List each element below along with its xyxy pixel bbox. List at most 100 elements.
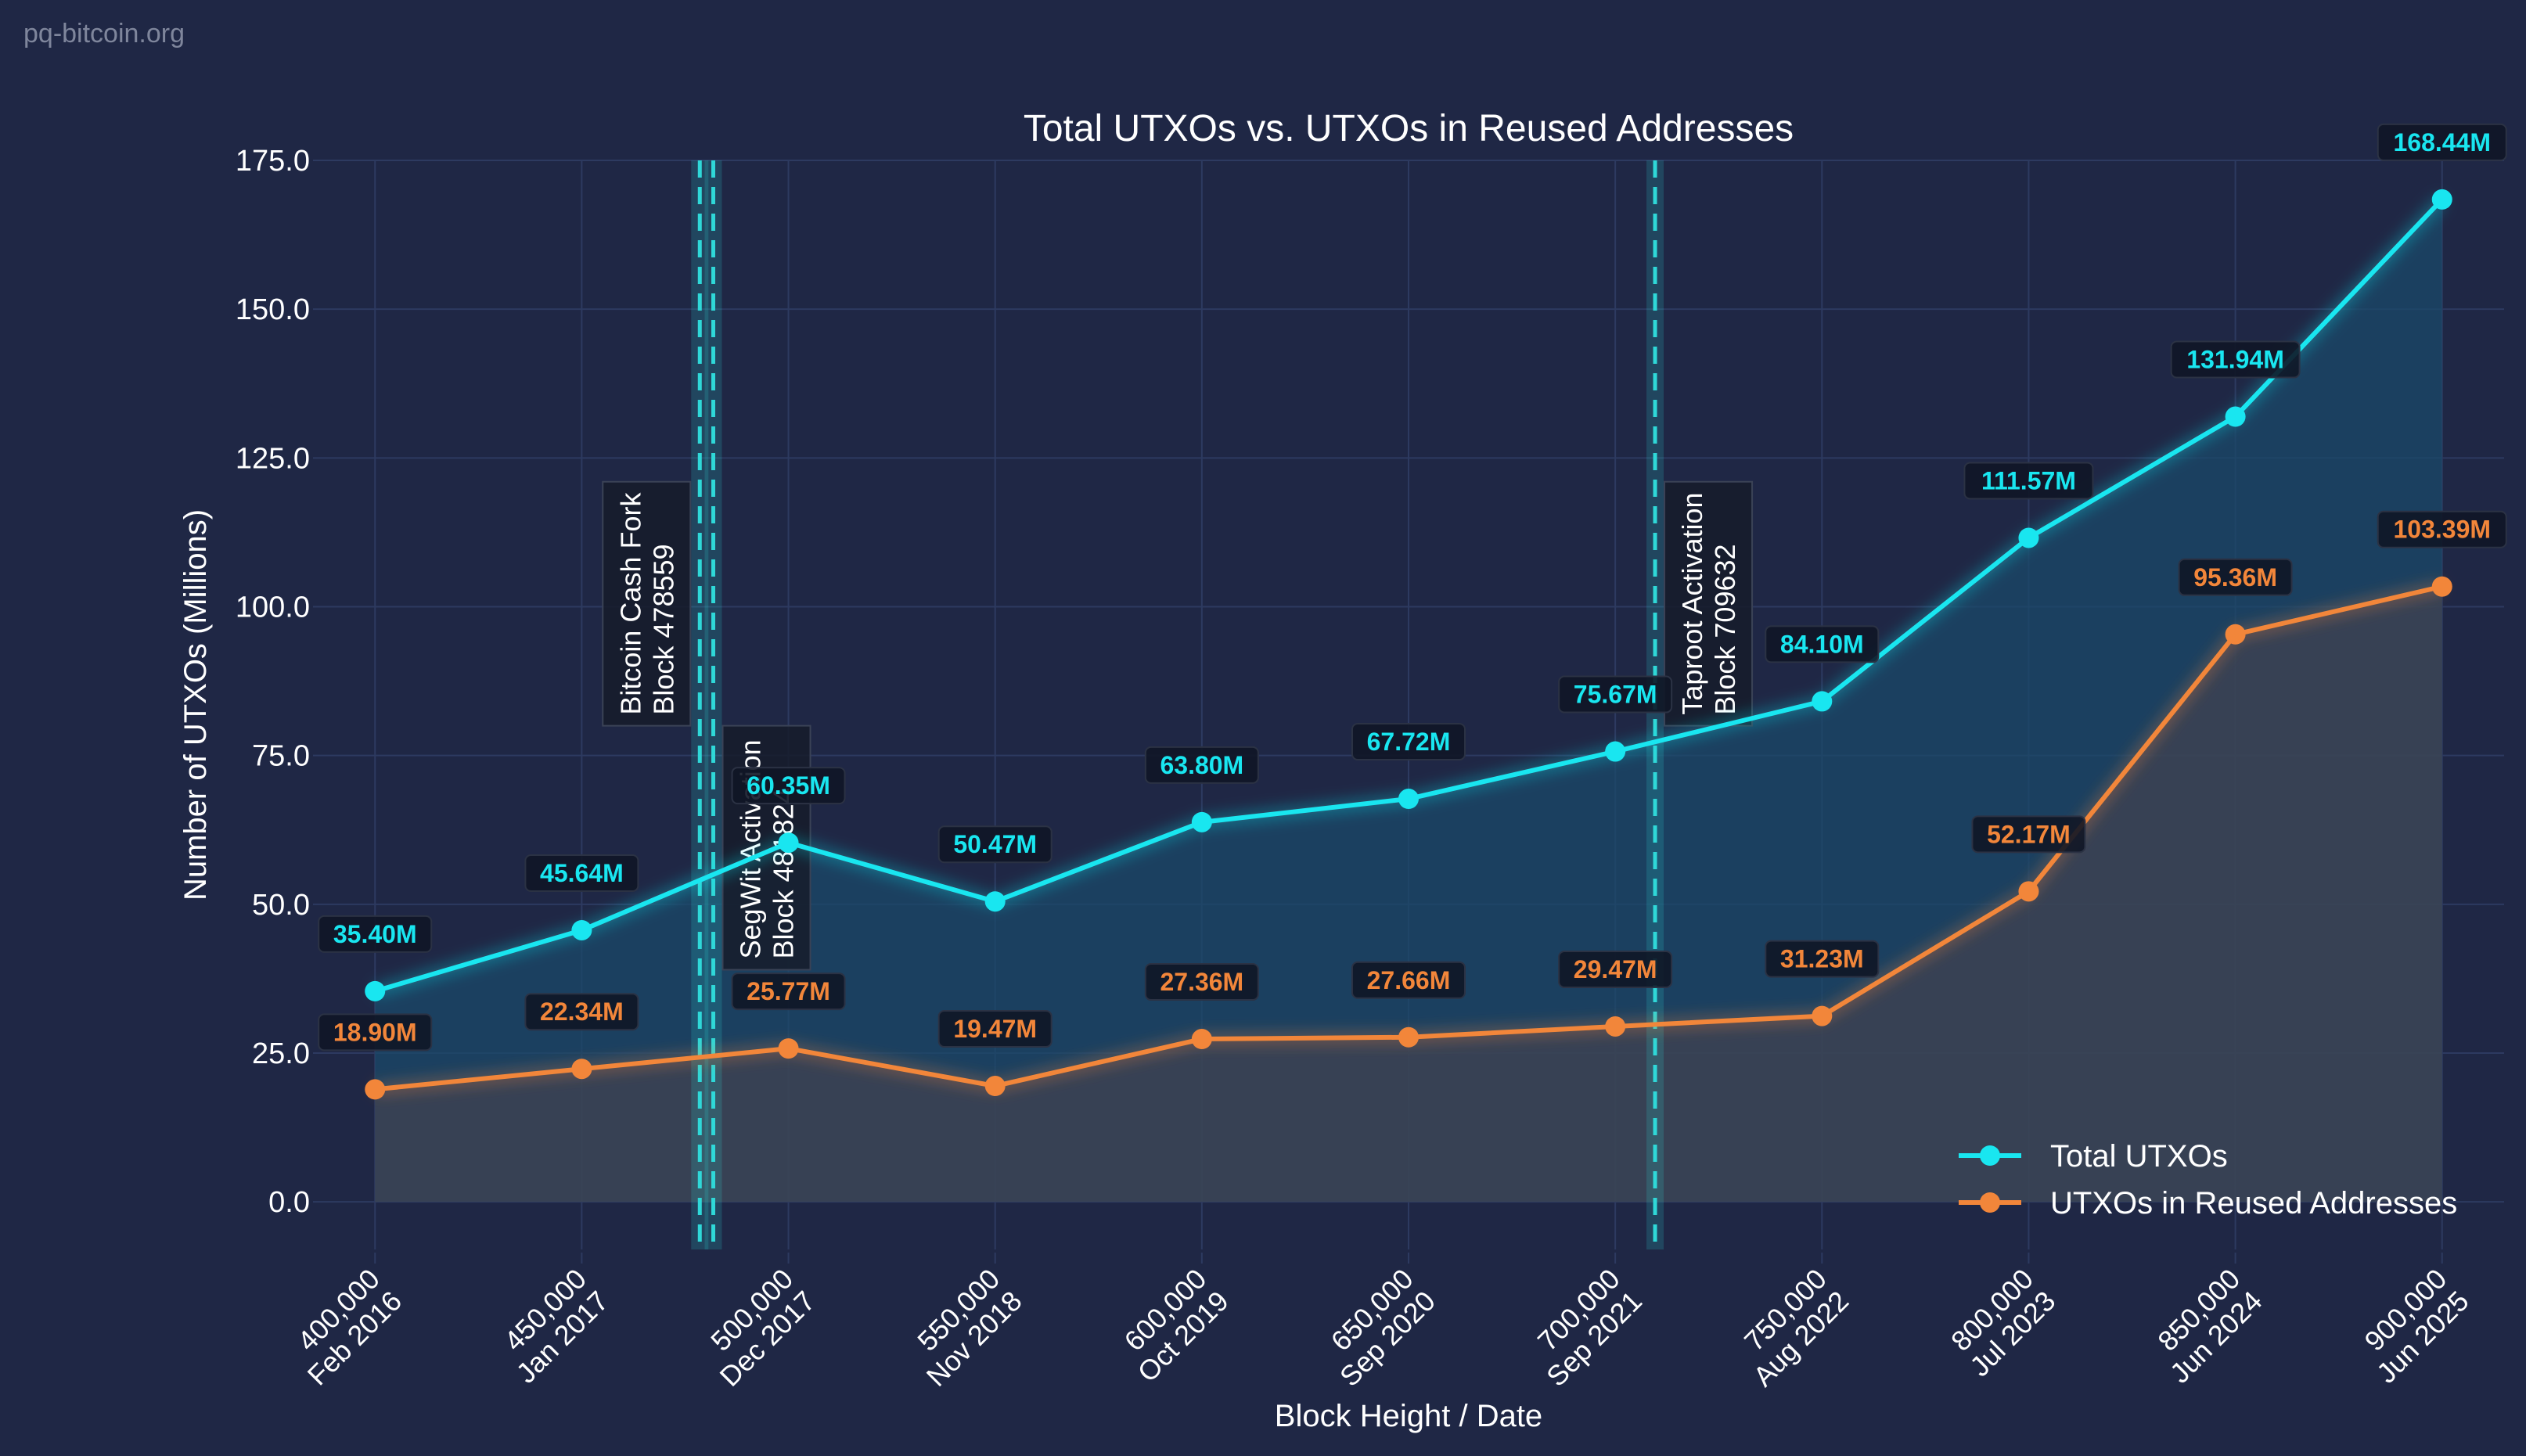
- reused-point-7: [1812, 1005, 1833, 1026]
- chart-title: Total UTXOs vs. UTXOs in Reused Addresse…: [1024, 108, 1794, 149]
- y-tick-label-1: 25.0: [252, 1037, 310, 1070]
- event-block-0: Block 478559: [647, 544, 679, 714]
- total-label-box-8: [1963, 462, 2094, 500]
- total-label-text-6: 75.67M: [1574, 681, 1657, 709]
- reused-label-box-7: [1765, 940, 1880, 978]
- reused-label-text-6: 29.47M: [1574, 955, 1657, 983]
- reused-label-text-10: 103.39M: [2393, 516, 2491, 544]
- reused-data-label-2: 25.77M: [731, 972, 846, 1011]
- total-label-text-4: 63.80M: [1160, 751, 1243, 779]
- reused-label-text-1: 22.34M: [540, 998, 624, 1026]
- total-point-10: [2431, 189, 2452, 210]
- event-box-0: [602, 480, 692, 727]
- total-label-text-2: 60.35M: [747, 771, 830, 800]
- total-label-text-3: 50.47M: [953, 830, 1037, 858]
- total-data-label-8: 111.57M: [1963, 462, 2094, 500]
- y-tick-label-0: 0.0: [268, 1186, 310, 1219]
- y-tick-label-2: 50.0: [252, 889, 310, 922]
- event-name-0: Bitcoin Cash Fork: [614, 492, 646, 715]
- reused-label-text-2: 25.77M: [747, 977, 830, 1005]
- total-data-label-1: 45.64M: [524, 854, 639, 892]
- total-data-label-9: 131.94M: [2170, 340, 2301, 379]
- legend: Total UTXOs UTXOs in Reused Addresses: [1959, 1139, 2457, 1221]
- total-point-7: [1812, 691, 1833, 712]
- reused-label-box-10: [2377, 510, 2507, 548]
- reused-label-text-9: 95.36M: [2193, 563, 2277, 591]
- y-tick-label-4: 100.0: [236, 591, 310, 624]
- reused-data-label-10: 103.39M: [2377, 510, 2507, 548]
- reused-point-9: [2225, 624, 2246, 645]
- reused-data-label-8: 52.17M: [1971, 815, 2086, 854]
- reused-data-label-3: 19.47M: [937, 1010, 1052, 1048]
- total-label-text-10: 168.44M: [2393, 128, 2491, 156]
- total-point-6: [1605, 741, 1626, 762]
- reused-label-box-3: [937, 1010, 1052, 1048]
- reused-label-text-5: 27.66M: [1367, 966, 1451, 994]
- legend-label-0: Total UTXOs: [2050, 1139, 2228, 1174]
- reused-point-0: [365, 1079, 386, 1100]
- reused-label-text-8: 52.17M: [1987, 820, 2071, 848]
- reused-point-6: [1605, 1016, 1626, 1037]
- total-label-box-5: [1351, 723, 1466, 761]
- event-label-0: Bitcoin Cash Fork Block 478559: [614, 492, 679, 715]
- reused-data-label-7: 31.23M: [1765, 940, 1880, 978]
- reused-point-8: [2018, 881, 2039, 902]
- legend-marker-0: [1980, 1145, 2000, 1166]
- x-axis-label: Block Height / Date: [1275, 1399, 1542, 1433]
- total-label-box-1: [524, 854, 639, 892]
- y-tick-labels: 0.0 25.0 50.0 75.0 100.0 125.0 150.0 175.0: [236, 145, 310, 1219]
- reused-data-label-0: 18.90M: [318, 1013, 433, 1052]
- total-data-label-6: 75.67M: [1558, 675, 1673, 714]
- total-point-4: [1191, 811, 1212, 832]
- watermark: pq-bitcoin.org: [23, 19, 185, 49]
- reused-label-text-4: 27.36M: [1160, 968, 1243, 996]
- total-label-box-0: [318, 915, 433, 953]
- y-tick-label-3: 75.0: [252, 740, 310, 773]
- total-point-8: [2018, 527, 2039, 548]
- total-label-text-1: 45.64M: [540, 859, 624, 887]
- total-point-5: [1398, 789, 1419, 810]
- y-tick-label-7: 175.0: [236, 145, 310, 178]
- total-label-box-10: [2377, 123, 2507, 161]
- total-label-box-3: [937, 825, 1052, 864]
- reused-point-3: [984, 1076, 1006, 1097]
- reused-label-box-6: [1558, 950, 1673, 988]
- total-label-box-7: [1765, 625, 1880, 663]
- y-axis-label: Number of UTXOs (Millions): [178, 509, 213, 901]
- reused-data-label-4: 27.36M: [1144, 963, 1259, 1001]
- reused-data-label-5: 27.66M: [1351, 961, 1466, 999]
- total-point-0: [365, 980, 386, 1001]
- total-data-label-2: 60.35M: [731, 767, 846, 805]
- reused-area: [375, 586, 2442, 1203]
- reused-point-5: [1398, 1026, 1419, 1048]
- event-label-2: Taproot Activation Block 709632: [1676, 492, 1741, 714]
- reused-label-box-5: [1351, 961, 1466, 999]
- event-name-2: Taproot Activation: [1676, 492, 1708, 714]
- total-label-text-9: 131.94M: [2186, 346, 2284, 374]
- reused-point-1: [571, 1059, 592, 1080]
- total-point-3: [984, 891, 1006, 912]
- legend-label-1: UTXOs in Reused Addresses: [2050, 1186, 2457, 1221]
- reused-data-label-9: 95.36M: [2178, 558, 2293, 596]
- y-tick-label-5: 125.0: [236, 442, 310, 475]
- reused-label-box-9: [2178, 558, 2293, 596]
- reused-point-10: [2431, 576, 2452, 597]
- reused-label-text-3: 19.47M: [953, 1015, 1037, 1043]
- event-block-2: Block 709632: [1709, 544, 1741, 714]
- total-point-9: [2225, 406, 2246, 427]
- total-area: [375, 199, 2442, 1090]
- total-data-label-3: 50.47M: [937, 825, 1052, 864]
